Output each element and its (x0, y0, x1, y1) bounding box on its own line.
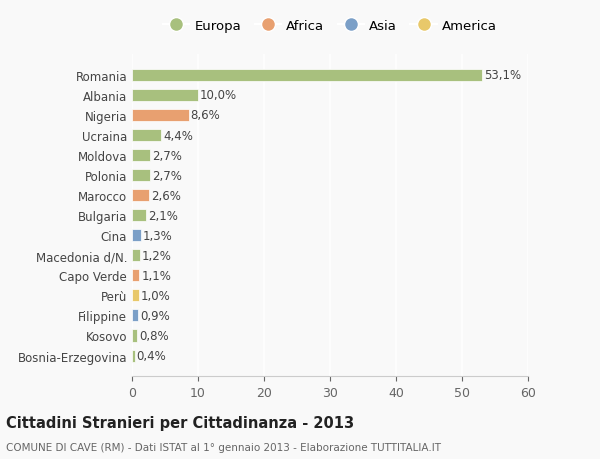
Text: 0,8%: 0,8% (139, 329, 169, 342)
Bar (132, 250, 140, 262)
Bar (132, 70, 482, 82)
Bar (132, 110, 189, 122)
Text: 0,4%: 0,4% (137, 349, 166, 362)
Text: 2,6%: 2,6% (151, 189, 181, 202)
Text: 1,0%: 1,0% (140, 289, 170, 302)
Text: 0,9%: 0,9% (140, 309, 170, 322)
Text: COMUNE DI CAVE (RM) - Dati ISTAT al 1° gennaio 2013 - Elaborazione TUTTITALIA.IT: COMUNE DI CAVE (RM) - Dati ISTAT al 1° g… (6, 442, 441, 452)
Legend: Europa, Africa, Asia, America: Europa, Africa, Asia, America (163, 20, 497, 33)
Text: 1,3%: 1,3% (143, 229, 172, 242)
Bar (132, 270, 139, 282)
Text: 1,1%: 1,1% (141, 269, 171, 282)
Text: 4,4%: 4,4% (163, 129, 193, 142)
Bar (132, 130, 161, 142)
Text: Cittadini Stranieri per Cittadinanza - 2013: Cittadini Stranieri per Cittadinanza - 2… (6, 415, 354, 430)
Text: 1,2%: 1,2% (142, 249, 172, 262)
Text: 53,1%: 53,1% (484, 69, 521, 82)
Text: 2,7%: 2,7% (152, 149, 182, 162)
Bar (132, 230, 140, 242)
Bar (132, 310, 138, 322)
Bar (132, 330, 137, 342)
Bar (132, 190, 149, 202)
Bar (132, 210, 146, 222)
Bar (132, 150, 150, 162)
Text: 8,6%: 8,6% (191, 109, 220, 122)
Text: 10,0%: 10,0% (200, 89, 237, 102)
Bar (132, 170, 150, 182)
Text: 2,7%: 2,7% (152, 169, 182, 182)
Bar (132, 90, 198, 102)
Text: 2,1%: 2,1% (148, 209, 178, 222)
Bar (132, 350, 134, 362)
Bar (132, 290, 139, 302)
